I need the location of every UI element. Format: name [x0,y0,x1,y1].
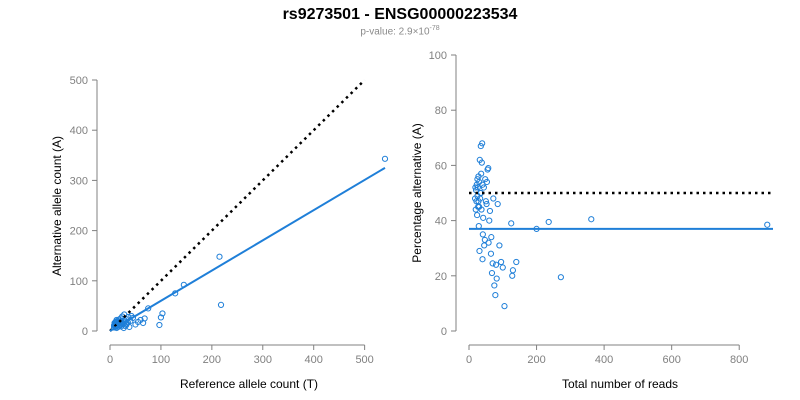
right-data-point [501,303,508,310]
right-data-point [489,260,496,267]
right-data-point [764,221,771,228]
right-data-point [482,176,489,183]
pvalue-subtitle: p-value: 2.9×10-78 [0,25,800,37]
right-data-point [483,200,490,208]
right-data-point [481,236,488,244]
pvalue-exponent: -78 [429,25,440,32]
right-data-point [491,282,498,289]
right-data-point [484,166,491,173]
right-ylabel: Percentage alternative (A) [410,123,424,262]
right-x-tick-label: 200 [527,354,545,366]
left-y-tick-label: 200 [70,226,88,238]
left-x-tick-label: 400 [305,354,323,366]
right-data-point [482,198,489,205]
right-y-tick-label: 40 [435,216,447,228]
right-data-point [476,203,483,210]
right-data-point [477,142,484,150]
left-y-tick-label: 0 [82,326,88,338]
left-fit-line [109,166,386,332]
left-data-point [381,155,389,162]
left-data-point [157,314,165,321]
left-reference-line [109,79,366,332]
left-x-tick-label: 500 [355,354,373,366]
right-data-point [557,274,564,281]
right-data-point [490,195,497,202]
right-data-point [509,272,516,279]
right-data-point [513,258,520,266]
right-data-point [492,261,500,268]
right-data-point [479,181,486,188]
left-y-tick-label: 300 [70,175,88,187]
left-x-tick-label: 300 [254,354,272,366]
right-data-point [479,231,486,238]
left-data-point [132,321,139,328]
right-data-point [488,269,496,277]
right-data-point [588,216,595,223]
right-data-point [499,264,506,271]
left-ylabel: Alternative allele count (A) [50,136,64,276]
left-y-tick-label: 400 [70,125,88,137]
right-data-point [476,156,483,163]
left-data-point [145,305,152,312]
left-x-tick-label: 100 [152,354,170,366]
left-data-point [159,310,166,317]
left-y-tick-label: 500 [70,75,88,87]
right-x-tick-label: 0 [466,354,472,366]
right-data-point [488,234,495,241]
left-x-tick-label: 200 [203,354,221,366]
right-data-point [509,267,517,274]
right-y-tick-label: 60 [435,160,447,172]
right-data-point [486,217,493,224]
right-data-point [487,250,495,257]
figure-title: rs9273501 - ENSG00000223534 [282,6,518,23]
pvalue-base: p-value: 2.9×10 [360,26,430,38]
right-data-point [492,292,499,299]
right-data-point [497,258,505,266]
right-data-point [475,173,482,180]
right-data-point [496,242,503,249]
left-data-point [216,253,223,260]
left-x-tick-label: 0 [107,354,113,366]
right-data-point [481,242,488,249]
right-data-point [472,184,479,191]
right-data-point [545,218,552,226]
right-data-point [486,207,494,215]
right-data-point [508,220,515,227]
right-x-tick-label: 600 [662,354,680,366]
left-data-point [217,301,225,308]
left-data-point [156,321,163,329]
right-data-point [474,176,481,183]
right-data-point [494,200,501,208]
right-y-tick-label: 100 [429,50,447,62]
right-x-tick-label: 800 [730,354,748,366]
left-y-tick-label: 100 [70,276,88,288]
right-y-tick-label: 20 [435,271,447,283]
right-data-point [480,214,487,221]
right-data-point [476,247,483,255]
right-x-tick-label: 400 [595,354,613,366]
right-data-point [474,211,481,219]
left-xlabel: Reference allele count (T) [180,377,318,391]
right-xlabel: Total number of reads [562,377,678,391]
right-y-tick-label: 0 [441,326,447,338]
right-data-point [479,256,486,263]
right-y-tick-label: 80 [435,105,447,117]
right-data-point [493,275,500,282]
